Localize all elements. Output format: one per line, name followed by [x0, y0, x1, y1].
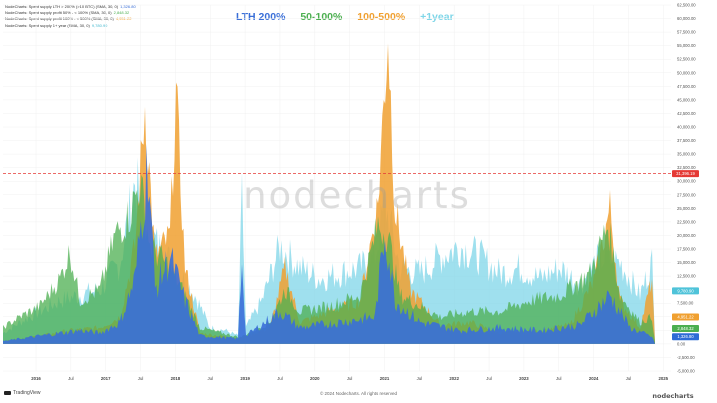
y-tick-label: 25,000.00	[677, 206, 696, 211]
y-tick-label: 35,000.00	[677, 152, 696, 157]
brand-logo: nodecharts	[652, 392, 693, 400]
series-area-lth200	[3, 143, 655, 344]
y-tick-label: 57,500.00	[677, 30, 696, 35]
last-value-tag	[672, 313, 699, 321]
watermark: nodecharts	[243, 174, 471, 217]
last-value-label: 9,780.90	[677, 288, 694, 293]
legend: NodeCharts: Spent supply LTH > 200% (>10…	[5, 4, 136, 29]
copyright: © 2024 Nodecharts. All rights reserved	[319, 391, 398, 396]
x-tick-label: 2024	[589, 376, 599, 381]
y-tick-label: 62,500.00	[677, 3, 696, 8]
last-value-tag	[672, 333, 699, 341]
y-tick-label: 40,000.00	[677, 125, 696, 130]
y-tick-label: 15,000.00	[677, 260, 696, 265]
y-tick-label: 37,500.00	[677, 138, 696, 143]
headline-label: LTH 200%	[236, 11, 286, 23]
headline-labels: LTH 200% 50-100% 100-500% +1year	[236, 11, 466, 23]
x-tick-label: Jul	[417, 376, 423, 381]
reference-value-tag	[672, 170, 699, 178]
x-tick-label: Jul	[347, 376, 353, 381]
tradingview-credit: TradingView	[4, 390, 41, 396]
x-tick-label: Jul	[208, 376, 214, 381]
x-tick-label: Jul	[556, 376, 562, 381]
legend-item: NodeCharts: Spent supply LTH > 200% (>10…	[5, 4, 136, 9]
last-value-label: 4,951.22	[677, 315, 694, 320]
x-tick-label: Jul	[486, 376, 492, 381]
tradingview-icon	[4, 391, 11, 395]
y-tick-label: -2,500.00	[677, 355, 695, 360]
x-tick-label: 2017	[101, 376, 111, 381]
y-tick-label: 17,500.00	[677, 247, 696, 252]
x-tick-label: 2019	[240, 376, 250, 381]
y-tick-label: 32,500.00	[677, 165, 696, 170]
y-tick-label: 55,000.00	[677, 43, 696, 48]
legend-item: NodeCharts: Spent supply profit 50% - < …	[5, 10, 130, 16]
last-value-tag	[672, 287, 699, 295]
x-tick-label: Jul	[138, 376, 144, 381]
y-tick-label: 20,000.00	[677, 233, 696, 238]
x-tick-label: 2018	[171, 376, 181, 381]
x-tick-label: Jul	[68, 376, 74, 381]
x-tick-label: 2022	[449, 376, 459, 381]
y-tick-label: 45,000.00	[677, 97, 696, 102]
reference-value-label: 31,396.19	[676, 171, 695, 176]
y-tick-label: 22,500.00	[677, 219, 696, 224]
y-tick-label: 42,500.00	[677, 111, 696, 116]
y-tick-label: 27,500.00	[677, 192, 696, 197]
x-tick-label: Jul	[277, 376, 283, 381]
y-tick-label: 30,000.00	[677, 179, 696, 184]
last-value-label: 2,848.32	[677, 326, 694, 331]
x-tick-label: 2025	[659, 376, 669, 381]
y-tick-label: 47,500.00	[677, 84, 696, 89]
y-tick-label: 7,500.00	[677, 301, 694, 306]
y-tick-label: 60,000.00	[677, 16, 696, 21]
y-tick-label: 12,500.00	[677, 274, 696, 279]
y-tick-label: 0.00	[677, 341, 686, 346]
legend-item: NodeCharts: Spent supply profit 100% - <…	[5, 16, 132, 22]
y-tick-label: 52,500.00	[677, 57, 696, 62]
headline-label: 50-100%	[300, 11, 343, 23]
x-tick-label: 2023	[519, 376, 529, 381]
x-tick-label: 2016	[31, 376, 41, 381]
x-tick-label: 2020	[310, 376, 320, 381]
last-value-tag	[672, 324, 699, 332]
y-tick-label: 50,000.00	[677, 70, 696, 75]
legend-item: NodeCharts: Spent supply 1+ year (SMA, 3…	[5, 22, 108, 28]
x-tick-label: 2021	[380, 376, 390, 381]
headline-label: 100-500%	[357, 11, 406, 23]
x-tick-label: Jul	[626, 376, 632, 381]
headline-label: +1year	[420, 11, 454, 23]
last-value-label: 1,326.80	[677, 334, 694, 339]
y-tick-label: -5,000.00	[677, 369, 695, 374]
